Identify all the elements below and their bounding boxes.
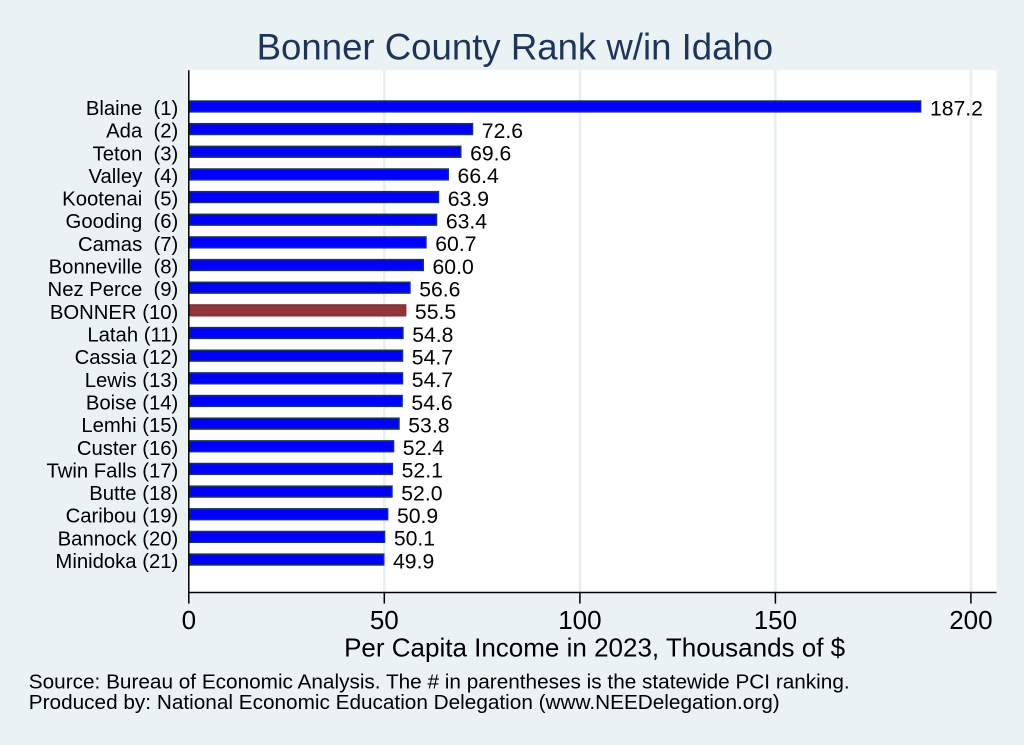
- svg-text:Valley (4): Valley (4): [89, 166, 179, 188]
- svg-text:54.7: 54.7: [412, 369, 453, 392]
- svg-text:72.6: 72.6: [482, 120, 523, 143]
- svg-text:53.8: 53.8: [408, 414, 449, 437]
- svg-text:56.6: 56.6: [419, 278, 460, 301]
- svg-text:Ada (2): Ada (2): [106, 121, 178, 143]
- svg-text:Butte (18): Butte (18): [89, 483, 178, 505]
- svg-text:Boise (14): Boise (14): [86, 392, 178, 414]
- svg-text:60.7: 60.7: [435, 233, 476, 256]
- svg-text:Camas (7): Camas (7): [78, 234, 178, 256]
- svg-text:54.6: 54.6: [411, 392, 452, 415]
- svg-text:Minidoka (21): Minidoka (21): [55, 551, 178, 573]
- svg-text:0: 0: [182, 605, 196, 635]
- svg-text:Bonneville (8): Bonneville (8): [49, 257, 179, 279]
- svg-text:52.4: 52.4: [403, 437, 444, 460]
- svg-text:Bannock (20): Bannock (20): [58, 528, 179, 550]
- svg-text:Custer (16): Custer (16): [77, 438, 178, 460]
- svg-text:Source: Bureau of Economic Ana: Source: Bureau of Economic Analysis. The…: [29, 670, 850, 693]
- svg-text:BONNER (10): BONNER (10): [50, 302, 178, 324]
- svg-text:54.8: 54.8: [412, 324, 453, 347]
- svg-text:Teton (3): Teton (3): [93, 143, 179, 165]
- svg-text:50: 50: [370, 605, 399, 635]
- svg-text:Lemhi (15): Lemhi (15): [81, 415, 178, 437]
- svg-text:Gooding (6): Gooding (6): [66, 211, 179, 233]
- svg-text:49.9: 49.9: [393, 550, 434, 573]
- svg-text:Lewis (13): Lewis (13): [85, 370, 179, 392]
- svg-text:66.4: 66.4: [458, 165, 499, 188]
- svg-text:200: 200: [949, 605, 992, 635]
- svg-text:60.0: 60.0: [433, 256, 474, 279]
- svg-text:Twin Falls (17): Twin Falls (17): [46, 460, 178, 482]
- svg-text:50.1: 50.1: [394, 528, 435, 551]
- svg-text:150: 150: [754, 605, 797, 635]
- svg-text:63.9: 63.9: [448, 188, 489, 211]
- svg-text:69.6: 69.6: [470, 143, 511, 166]
- svg-text:54.7: 54.7: [412, 346, 453, 369]
- svg-text:Caribou (19): Caribou (19): [66, 506, 179, 528]
- svg-text:Kootenai (5): Kootenai (5): [62, 189, 178, 211]
- svg-text:100: 100: [558, 605, 601, 635]
- svg-text:Per Capita Income in 2023, Tho: Per Capita Income in 2023, Thousands of …: [344, 633, 846, 663]
- svg-text:187.2: 187.2: [930, 97, 983, 120]
- svg-text:52.0: 52.0: [401, 482, 442, 505]
- svg-text:Blaine (1): Blaine (1): [86, 98, 178, 120]
- svg-text:63.4: 63.4: [446, 211, 487, 234]
- svg-text:Nez Perce (9): Nez Perce (9): [48, 279, 179, 301]
- svg-text:55.5: 55.5: [415, 301, 456, 324]
- svg-text:50.9: 50.9: [397, 505, 438, 528]
- svg-text:52.1: 52.1: [402, 460, 443, 483]
- svg-text:Latah (11): Latah (11): [87, 325, 178, 347]
- svg-text:Bonner County Rank w/in Idaho: Bonner County Rank w/in Idaho: [257, 27, 773, 68]
- svg-text:Cassia (12): Cassia (12): [75, 347, 179, 369]
- svg-text:Produced by: National Economic: Produced by: National Economic Education…: [29, 691, 780, 714]
